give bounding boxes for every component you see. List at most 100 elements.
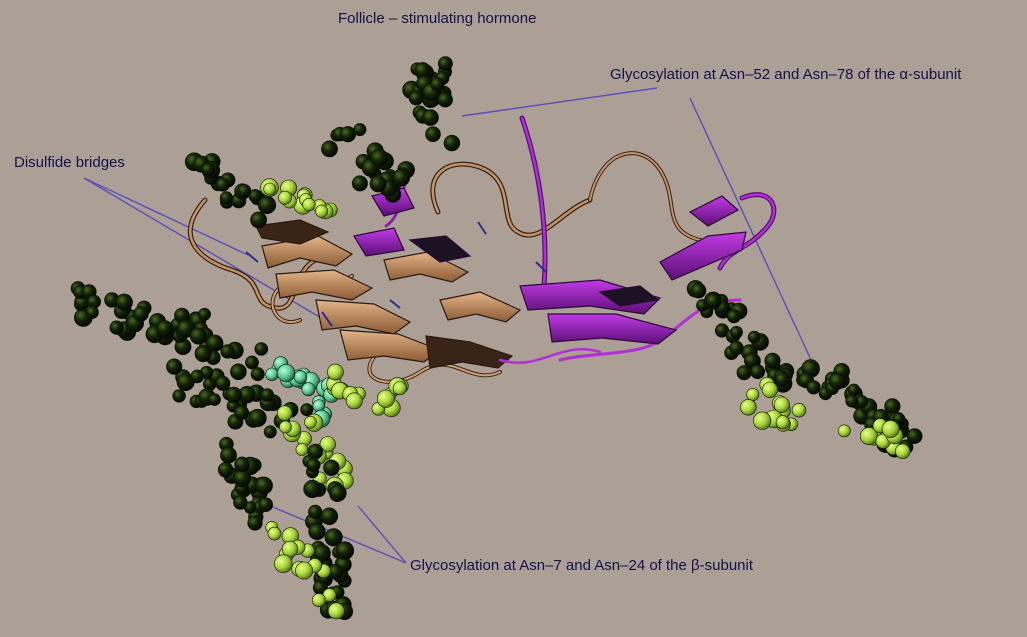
glycan-sphere <box>190 369 204 384</box>
glycan-sphere <box>335 541 355 560</box>
glycan-sphere <box>705 293 722 309</box>
glycan-clusters <box>70 56 923 620</box>
glycan-sphere <box>308 522 326 541</box>
glycan-sphere <box>263 425 277 439</box>
glycan-sphere <box>220 446 237 464</box>
glycan-sphere <box>247 515 263 531</box>
glycan-sphere <box>230 363 247 381</box>
glycan-sphere <box>828 372 847 390</box>
glycan-sphere <box>281 540 299 558</box>
glycan-sphere <box>860 427 878 446</box>
glycan-sphere <box>370 149 389 168</box>
alpha-subunit-sheets <box>353 187 747 345</box>
glycan-sphere <box>279 420 292 434</box>
glycan-sphere <box>806 380 821 395</box>
glycan-sphere <box>250 367 265 382</box>
glycan-sphere <box>847 383 861 397</box>
glycan-sphere <box>300 403 314 417</box>
glycan-sphere <box>690 282 707 299</box>
glycan-sphere <box>312 399 326 413</box>
glycan-sphere <box>437 56 453 71</box>
glycan-sphere <box>730 325 743 339</box>
glycan-sphere <box>276 405 293 422</box>
glycan-sphere <box>351 175 368 192</box>
beta-subunit-sheets <box>255 219 522 369</box>
glycan-sphere <box>260 388 274 402</box>
glycan-sphere <box>881 420 900 438</box>
glycan-sphere <box>369 175 387 193</box>
glycan-sphere <box>217 461 234 478</box>
glycan-sphere <box>201 162 215 177</box>
glycan-sphere <box>430 77 445 92</box>
glycan-sphere <box>233 495 248 510</box>
disulfide-bridges-label: Disulfide bridges <box>14 154 125 171</box>
glycan-sphere <box>115 293 133 311</box>
glycan-sphere <box>750 364 765 380</box>
glycan-sphere <box>425 126 441 142</box>
glycan-sphere <box>265 367 279 381</box>
alpha-leader-line-2 <box>689 97 813 363</box>
glycan-sphere <box>729 340 744 356</box>
glycan-sphere <box>408 90 424 106</box>
glycan-sphere <box>263 182 277 196</box>
glycan-sphere <box>293 370 308 384</box>
glycan-sphere <box>194 345 212 363</box>
glycan-sphere <box>761 381 779 398</box>
glycan-sphere <box>437 91 453 108</box>
glycan-sphere <box>166 358 183 375</box>
glycan-sphere <box>295 561 314 580</box>
glycan-sphere <box>237 183 252 198</box>
glycan-sphere <box>422 109 439 126</box>
alpha-glycosylation-label: Glycosylation at Asn–52 and Asn–78 of th… <box>610 66 962 83</box>
glycan-sphere <box>308 504 323 520</box>
glycan-sphere <box>319 436 336 453</box>
glycan-sphere <box>773 396 790 413</box>
glycan-sphere <box>837 424 851 438</box>
glycan-sphere <box>245 355 259 370</box>
glycan-sphere <box>156 320 174 338</box>
glycan-sphere <box>208 393 221 406</box>
glycan-sphere <box>302 197 316 212</box>
glycan-sphere <box>324 528 343 547</box>
glycan-sphere <box>775 372 790 387</box>
glycan-sphere <box>257 195 277 215</box>
glycan-sphere <box>215 375 231 391</box>
figure-title: Follicle – stimulating hormone <box>338 10 537 27</box>
glycan-sphere <box>172 389 186 403</box>
glycan-sphere <box>295 443 309 456</box>
glycan-sphere <box>277 364 296 383</box>
glycan-sphere <box>215 177 230 192</box>
glycan-sphere <box>323 459 340 476</box>
glycan-sphere <box>746 387 760 401</box>
glycan-sphere <box>311 593 326 607</box>
glycan-sphere <box>225 386 242 404</box>
beta-glycosylation-label: Glycosylation at Asn–7 and Asn–24 of the… <box>410 557 754 574</box>
glycan-sphere <box>845 394 859 408</box>
glycan-sphere <box>726 309 741 324</box>
glycan-sphere <box>255 476 273 495</box>
glycan-sphere <box>906 428 923 444</box>
glycan-sphere <box>258 497 274 513</box>
glycan-sphere <box>315 204 329 218</box>
glycan-sphere <box>189 327 208 345</box>
glycan-sphere <box>392 168 411 187</box>
glycan-sphere <box>764 352 781 369</box>
glycan-sphere <box>234 405 249 421</box>
glycan-sphere <box>747 330 761 344</box>
glycan-sphere <box>753 411 772 430</box>
glycan-sphere <box>248 408 267 428</box>
disulfide-leader-line-1 <box>83 177 249 256</box>
glycan-sphere <box>274 554 293 573</box>
glycan-sphere <box>304 415 317 429</box>
glycan-sphere <box>133 306 149 322</box>
glycan-sphere <box>220 344 235 359</box>
glycan-sphere <box>306 457 321 473</box>
glycan-sphere <box>254 342 269 356</box>
glycan-sphere <box>443 134 461 152</box>
glycan-sphere <box>791 403 807 418</box>
glycan-sphere <box>278 190 292 205</box>
glycan-sphere <box>892 412 906 426</box>
beta-leader-line-2 <box>357 505 407 564</box>
